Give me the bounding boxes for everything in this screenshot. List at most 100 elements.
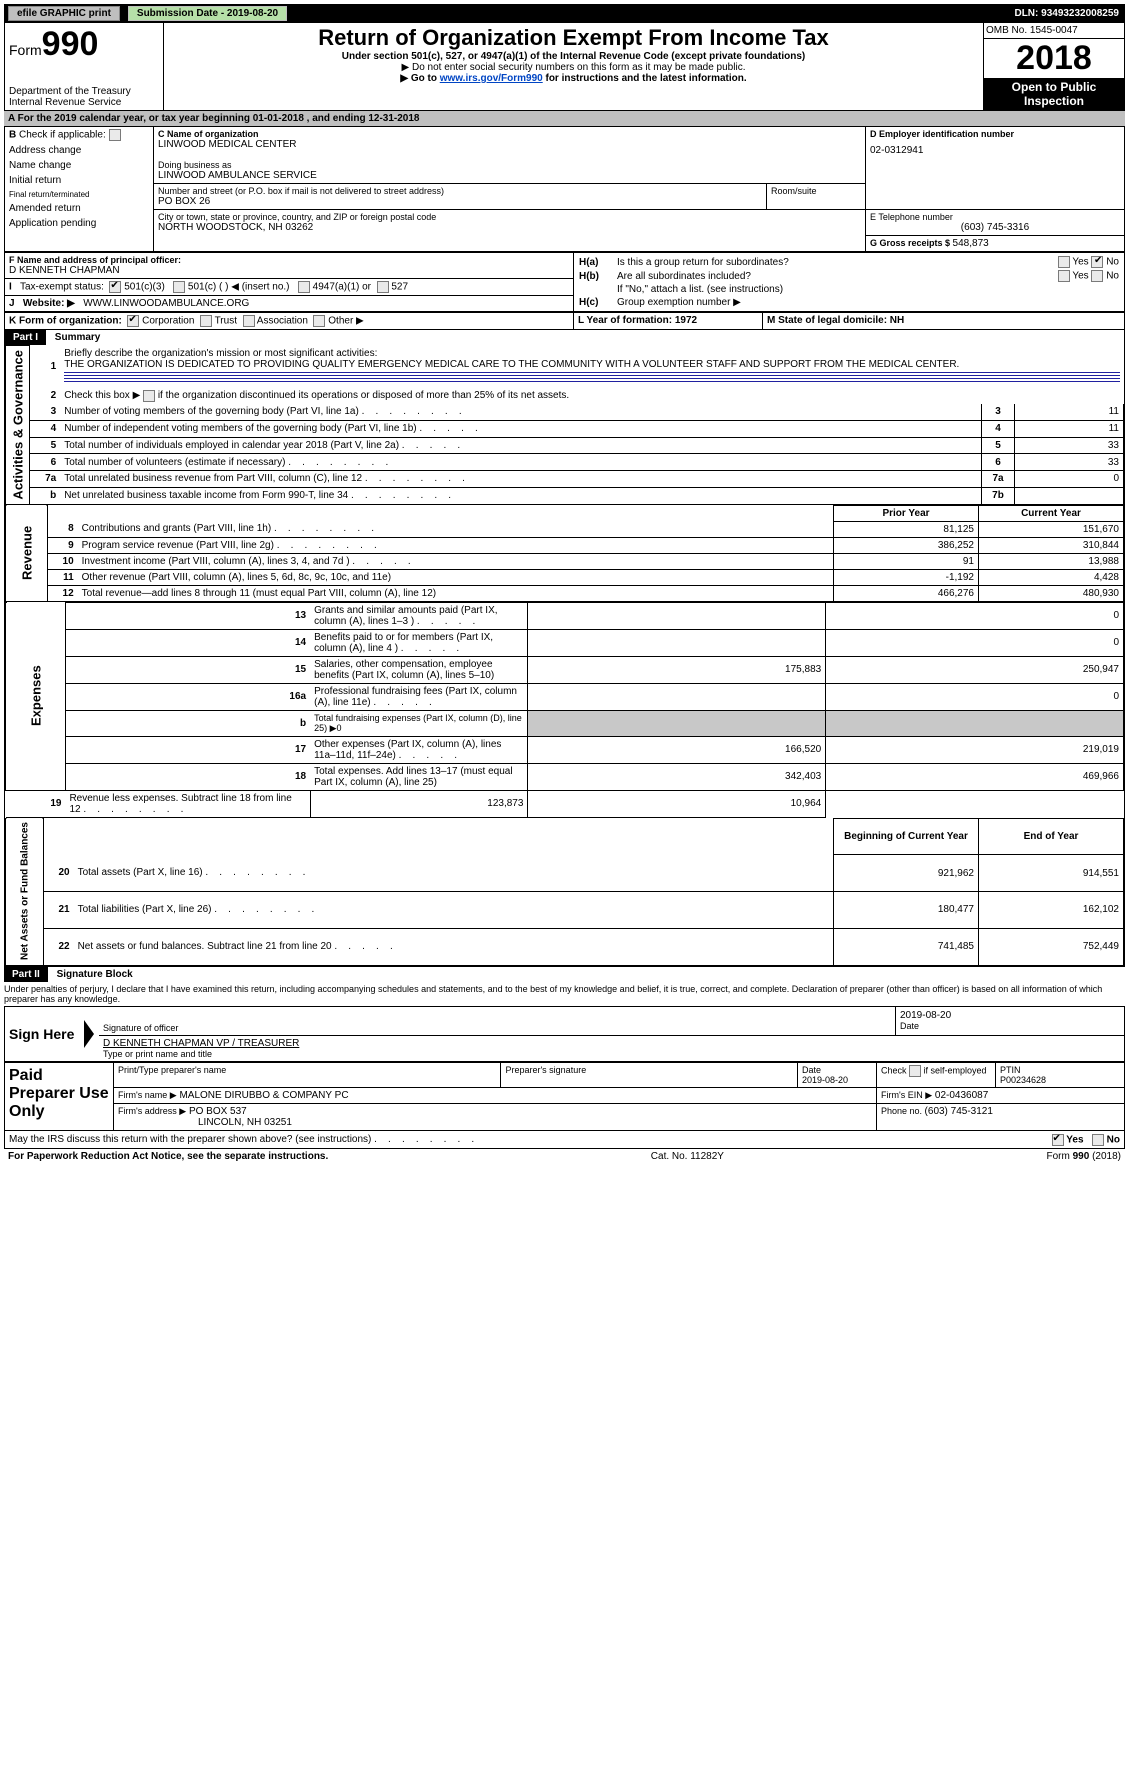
irs-link[interactable]: www.irs.gov/Form990 — [440, 73, 543, 84]
footer-mid: Cat. No. 11282Y — [651, 1151, 724, 1162]
footer-left: For Paperwork Reduction Act Notice, see … — [8, 1151, 328, 1162]
cb-name-change-row: Name change — [9, 160, 149, 171]
r16b-idx: b — [65, 710, 310, 736]
r4-idx: 4 — [30, 420, 61, 437]
hc-label: H(c) — [578, 296, 616, 309]
ha-yes-cb[interactable] — [1058, 256, 1070, 268]
efile-button[interactable]: efile GRAPHIC print — [8, 6, 120, 21]
k-other-cb[interactable] — [313, 315, 325, 327]
r7a-idx: 7a — [30, 471, 61, 488]
d-label: D Employer identification number — [870, 129, 1120, 139]
r18-cy: 469,966 — [826, 763, 1124, 790]
r12-text: Total revenue—add lines 8 through 11 (mu… — [78, 585, 834, 601]
ha-no-cb[interactable] — [1091, 256, 1103, 268]
r18-text: Total expenses. Add lines 13–17 (must eq… — [310, 763, 528, 790]
r6-box: 6 — [982, 454, 1015, 471]
r11-text: Other revenue (Part VIII, column (A), li… — [78, 569, 834, 585]
dba-label: Doing business as — [158, 160, 861, 170]
r21-cy: 162,102 — [979, 892, 1124, 929]
r9-text: Program service revenue (Part VIII, line… — [78, 537, 834, 553]
paid-preparer-block: Paid Preparer Use Only Print/Type prepar… — [4, 1062, 1125, 1131]
r14-cy: 0 — [826, 629, 1124, 656]
r15-idx: 15 — [65, 656, 310, 683]
may-irs-row: May the IRS discuss this return with the… — [4, 1131, 1125, 1149]
type-name-label: Type or print name and title — [103, 1049, 1120, 1059]
ein-value: 02-0312941 — [870, 145, 1120, 156]
hb-text: Are all subordinates included? — [616, 269, 985, 283]
r3-text: Number of voting members of the governin… — [60, 404, 981, 420]
r10-text: Investment income (Part VIII, column (A)… — [78, 553, 834, 569]
b-check-if: Check if applicable: — [19, 130, 106, 141]
r17-text: Other expenses (Part IX, column (A), lin… — [310, 736, 528, 763]
q1-text: Briefly describe the organization's miss… — [64, 348, 377, 359]
r15-py: 175,883 — [528, 656, 826, 683]
q2-cb[interactable] — [143, 390, 155, 402]
r9-cy: 310,844 — [979, 537, 1124, 553]
may-irs-yes-cb[interactable] — [1052, 1134, 1064, 1146]
c-name-label: C Name of organization — [158, 129, 861, 139]
hb-yes-cb[interactable] — [1058, 270, 1070, 282]
q2-text: Check this box ▶ if the organization dis… — [64, 390, 569, 401]
open-public-badge: Open to Public Inspection — [984, 78, 1124, 110]
r5-text: Total number of individuals employed in … — [60, 437, 981, 454]
phone-value: (603) 745-3316 — [870, 222, 1120, 233]
officer-name: D KENNETH CHAPMAN — [9, 265, 569, 276]
ptin-value: P00234628 — [1000, 1075, 1046, 1085]
self-emp-cb[interactable] — [909, 1065, 921, 1077]
i-527-cb[interactable] — [377, 281, 389, 293]
i-text: Tax-exempt status: — [20, 282, 104, 293]
k-trust-cb[interactable] — [200, 315, 212, 327]
website-value: WWW.LINWOODAMBULANCE.ORG — [83, 298, 249, 309]
cb-applicable[interactable] — [109, 129, 121, 141]
r13-cy: 0 — [826, 602, 1124, 629]
hb-no-cb[interactable] — [1091, 270, 1103, 282]
r5-box: 5 — [982, 437, 1015, 454]
form-label: Form990 — [9, 42, 98, 58]
r19-py: 123,873 — [310, 790, 528, 817]
row-a-mid: , and ending — [304, 113, 368, 124]
dba-value: LINWOOD AMBULANCE SERVICE — [158, 170, 861, 181]
firm-name-label: Firm's name ▶ — [118, 1090, 177, 1100]
i-501c-cb[interactable] — [173, 281, 185, 293]
r22-text: Net assets or fund balances. Subtract li… — [74, 928, 834, 965]
r13-py — [528, 602, 826, 629]
q2-idx: 2 — [30, 387, 61, 404]
k-assoc-cb[interactable] — [243, 315, 255, 327]
r3-box: 3 — [982, 404, 1015, 420]
part-i-title: Summary — [49, 332, 101, 343]
opt-4947: 4947(a)(1) or — [313, 282, 371, 293]
i-4947-cb[interactable] — [298, 281, 310, 293]
ha-label: H(a) — [578, 255, 616, 269]
i-501c3-cb[interactable] — [109, 281, 121, 293]
hc-text: Group exemption number ▶ — [616, 296, 1120, 309]
r4-box: 4 — [982, 420, 1015, 437]
r19-cy: 10,964 — [528, 790, 826, 817]
form-subtitle: Under section 501(c), 527, or 4947(a)(1)… — [168, 51, 979, 62]
submission-date: Submission Date - 2019-08-20 — [128, 6, 287, 21]
r20-cy: 914,551 — [979, 855, 1124, 892]
street-label: Number and street (or P.O. box if mail i… — [158, 186, 762, 196]
r22-cy: 752,449 — [979, 928, 1124, 965]
org-name: LINWOOD MEDICAL CENTER — [158, 139, 861, 150]
r4-val: 11 — [1015, 420, 1124, 437]
q1-idx: 1 — [30, 346, 61, 388]
may-irs-no-cb[interactable] — [1092, 1134, 1104, 1146]
r14-idx: 14 — [65, 629, 310, 656]
row-a-pre: A For the 2019 calendar year, or tax yea… — [8, 113, 253, 124]
r22-py: 741,485 — [834, 928, 979, 965]
arrow-icon — [84, 1020, 94, 1048]
sig-officer-label: Signature of officer — [103, 1023, 891, 1033]
f-label: F Name and address of principal officer: — [9, 255, 569, 265]
part-ii-title: Signature Block — [51, 969, 133, 980]
r12-cy: 480,930 — [979, 585, 1124, 601]
prior-year-hdr: Prior Year — [834, 505, 979, 521]
firm-name: MALONE DIRUBBO & COMPANY PC — [179, 1090, 348, 1101]
r14-text: Benefits paid to or for members (Part IX… — [310, 629, 528, 656]
firm-ein-label: Firm's EIN ▶ — [881, 1090, 932, 1100]
part-ii: Part II Signature Block — [4, 967, 1125, 982]
m-text: M State of legal domicile: NH — [767, 315, 904, 326]
prep-date: 2019-08-20 — [802, 1075, 848, 1085]
sidebar-activities: Activities & Governance — [6, 346, 30, 505]
form-prefix: Form — [9, 42, 42, 58]
k-corp-cb[interactable] — [127, 315, 139, 327]
